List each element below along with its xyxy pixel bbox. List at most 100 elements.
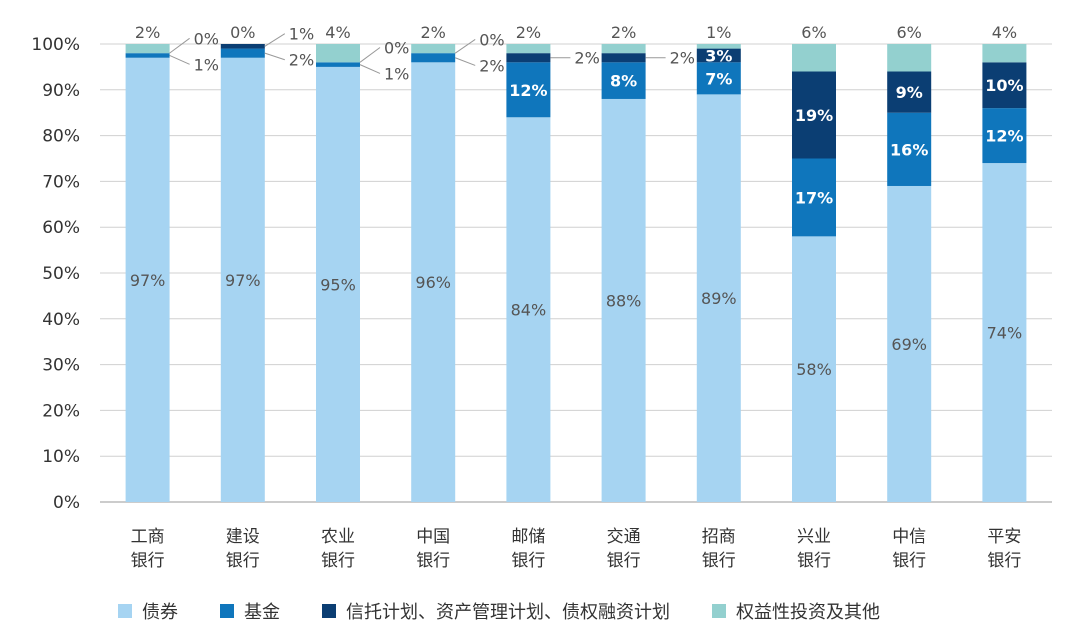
x-tick-label: 兴业 (797, 527, 831, 547)
legend-swatch (220, 604, 234, 618)
legend-item: 基金 (220, 598, 280, 624)
x-tick-label: 中国 (416, 527, 450, 547)
data-label: 0% (230, 23, 255, 42)
data-label: 3% (705, 46, 732, 65)
x-tick-label: 银行 (321, 551, 355, 571)
x-tick-label: 招商 (702, 527, 736, 547)
data-label: 88% (606, 291, 642, 310)
bar-segment (220, 48, 265, 58)
bar-segment (982, 62, 1027, 109)
legend-label: 基金 (244, 602, 280, 623)
stacked-bar-chart: 0% 10% 20% 30% 40% 50% 60% 70% 80% 90% 100% 97% 2% 0%… (31, 23, 1052, 571)
data-label: 0% (194, 29, 219, 48)
legend-label: 权益性投资及其他 (736, 602, 880, 623)
data-label: 12% (985, 127, 1023, 146)
x-tick-label: 银行 (131, 551, 165, 571)
x-tick-label: 中信 (892, 527, 926, 547)
data-label: 2% (135, 23, 160, 42)
data-label: 58% (796, 360, 832, 379)
y-tick-label: 20% (42, 401, 80, 421)
data-label: 7% (705, 69, 732, 88)
data-label: 6% (801, 23, 826, 42)
bar-segment (506, 44, 551, 54)
data-label: 12% (509, 81, 547, 100)
y-tick-label: 40% (42, 310, 80, 330)
data-label: 10% (985, 76, 1023, 95)
callout-line (454, 39, 476, 54)
data-label: 95% (320, 275, 356, 294)
data-label: 2% (421, 23, 446, 42)
bar-segment (982, 163, 1027, 502)
data-label: 4% (325, 23, 350, 42)
legend: 债券 基金 信托计划、资产管理计划、债权融资计划 权益性投资及其他 (118, 598, 922, 624)
bar-segment (696, 44, 741, 49)
bar-segment (792, 236, 836, 503)
data-label: 1% (289, 25, 314, 44)
x-tick-label: 建设 (226, 527, 260, 547)
x-tick-label: 银行 (607, 551, 641, 571)
x-tick-label: 银行 (416, 551, 450, 571)
callout-line (455, 57, 476, 66)
bar-segment (601, 98, 646, 503)
bar-segment (792, 158, 836, 237)
y-tick-label: 70% (42, 172, 80, 192)
legend-swatch (712, 604, 726, 618)
bar-segment (792, 71, 836, 159)
data-label: 16% (890, 140, 928, 159)
bar-segment (887, 185, 932, 503)
callout-line (264, 52, 285, 61)
bar-segment (696, 62, 741, 95)
legend-item: 权益性投资及其他 (712, 598, 880, 624)
x-tick-label: 邮储 (511, 527, 545, 547)
bar-segment (506, 53, 551, 63)
bar-segment (125, 57, 170, 503)
data-label: 84% (511, 301, 547, 320)
y-tick-label: 100% (31, 35, 80, 55)
data-label: 1% (194, 55, 219, 74)
data-label: 4% (992, 23, 1017, 42)
data-label: 6% (897, 23, 922, 42)
bar-segment (316, 44, 360, 63)
data-label: 0% (479, 30, 504, 49)
data-label: 89% (701, 289, 737, 308)
callout-line (169, 54, 190, 65)
data-label: 0% (384, 38, 409, 57)
data-label: 2% (479, 56, 504, 75)
x-tick-label: 平安 (987, 527, 1021, 547)
data-label: 96% (415, 273, 451, 292)
callout-line (359, 47, 381, 63)
x-tick-label: 银行 (226, 551, 260, 571)
bar-segment (316, 62, 360, 67)
bar-segment (601, 62, 646, 99)
x-tick-label: 工商 (131, 527, 165, 547)
data-label: 2% (289, 51, 314, 70)
bar-segment (316, 66, 360, 503)
bar-segment (411, 44, 456, 54)
bar-segment (792, 44, 836, 72)
callout-line (359, 64, 381, 74)
bar-segment (125, 53, 170, 58)
data-label: 97% (130, 271, 166, 290)
data-label: 69% (891, 335, 927, 354)
x-tick-label: 银行 (987, 551, 1021, 571)
bar-segment (887, 44, 932, 72)
legend-label: 债券 (142, 602, 178, 623)
bar-segment (601, 53, 646, 63)
legend-item: 债券 (118, 598, 178, 624)
x-tick-label: 农业 (321, 527, 355, 547)
bar-segment (982, 44, 1027, 63)
x-tick-label: 银行 (511, 551, 545, 571)
bar-segment (887, 71, 932, 113)
y-tick-label: 90% (42, 81, 80, 101)
data-label: 1% (706, 23, 731, 42)
data-label: 74% (987, 324, 1023, 343)
legend-swatch (118, 604, 132, 618)
data-label: 1% (384, 64, 409, 83)
data-label: 17% (795, 188, 833, 207)
data-label: 2% (516, 23, 541, 42)
legend-label: 信托计划、资产管理计划、债权融资计划 (346, 602, 670, 623)
y-tick-label: 50% (42, 264, 80, 284)
bar-segment (506, 62, 551, 118)
bar-segment (125, 44, 170, 54)
